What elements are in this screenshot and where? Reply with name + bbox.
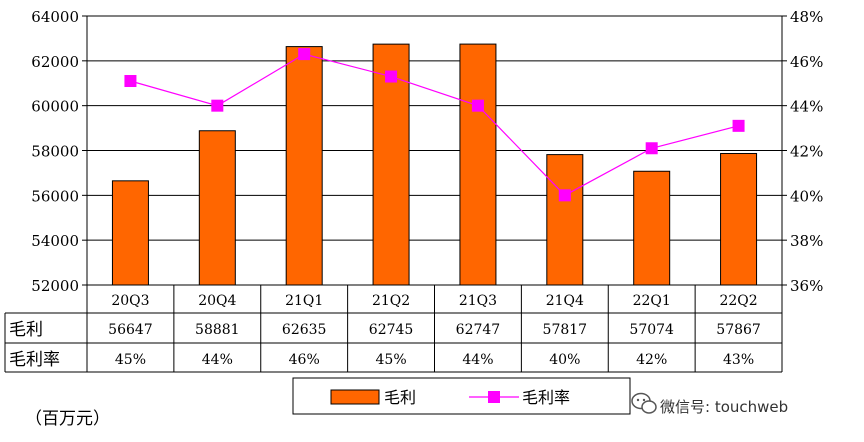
category-label: 21Q3 [459,293,497,309]
category-label: 21Q2 [372,293,410,309]
gross-profit-value: 62745 [369,322,414,338]
gross-profit-value: 57817 [543,322,588,338]
category-label: 21Q4 [546,293,584,309]
gross-profit-value: 57074 [629,322,674,338]
gross-profit-value: 56647 [108,322,153,338]
marker-21Q3 [471,99,484,112]
legend: 毛利 毛利率 [292,377,631,415]
marker-20Q3 [124,75,137,88]
marker-22Q1 [645,142,658,155]
marker-21Q1 [298,48,311,61]
gross-profit-value: 58881 [195,322,240,338]
category-label: 22Q2 [719,293,757,309]
line-series [124,48,745,202]
marker-21Q2 [385,70,398,83]
bar-21Q3 [459,43,497,286]
bar-21Q1 [285,46,323,286]
row-label-gross-profit: 毛利 [9,320,43,340]
marker-22Q2 [732,119,745,132]
grid-lines [87,15,782,286]
right-tick-label: 46% [790,53,823,71]
gross-margin-value: 40% [549,352,580,368]
gross-margin-value: 44% [202,352,233,368]
category-label: 20Q3 [111,293,149,309]
unit-note: （百万元） [25,409,110,429]
right-tick-label: 40% [790,187,823,205]
bar-20Q3 [111,180,149,286]
legend-swatch-bar [330,389,380,405]
gross-profit-value: 62635 [282,322,327,338]
gross-margin-value: 43% [723,352,754,368]
watermark: 微信号: touchweb [631,392,788,416]
watermark-text: 微信号: touchweb [660,398,788,416]
gross-profit-value: 62747 [456,322,501,338]
category-label: 20Q4 [198,293,236,309]
left-tick-label: 60000 [31,98,79,116]
margin-line [130,53,739,197]
gross-profit-value: 57867 [716,322,761,338]
category-label: 22Q1 [633,293,671,309]
legend-label-line: 毛利率 [522,388,570,407]
left-axis-ticks: 52000 54000 56000 58000 60000 62000 64000 [31,8,87,295]
gross-margin-value: 44% [462,352,493,368]
marker-21Q4 [558,189,571,202]
row-label-gross-margin: 毛利率 [9,350,60,370]
bar-22Q1 [633,170,671,286]
gross-margin-value: 42% [636,352,667,368]
gross-margin-value: 46% [289,352,320,368]
wechat-icon [631,392,657,414]
left-tick-label: 58000 [31,143,79,161]
right-tick-label: 42% [790,143,823,161]
category-label: 21Q1 [285,293,323,309]
bar-21Q4 [546,154,584,286]
right-tick-label: 48% [790,8,823,26]
marker-20Q4 [211,99,224,112]
gross-margin-value: 45% [376,352,407,368]
right-tick-label: 44% [790,98,823,116]
left-tick-label: 62000 [31,53,79,71]
bars [111,43,758,286]
gross-margin-value: 45% [115,352,146,368]
left-tick-label: 64000 [31,8,79,26]
legend-marker [488,391,500,403]
bar-20Q4 [198,130,236,286]
left-tick-label: 52000 [31,277,79,295]
left-tick-label: 54000 [31,232,79,250]
left-tick-label: 56000 [31,187,79,205]
right-tick-label: 36% [790,277,823,295]
legend-label-bar: 毛利 [384,388,416,407]
right-axis-ticks: 36% 38% 40% 42% 44% 46% 48% [782,8,823,295]
bar-22Q2 [720,152,758,286]
right-tick-label: 38% [790,232,823,250]
